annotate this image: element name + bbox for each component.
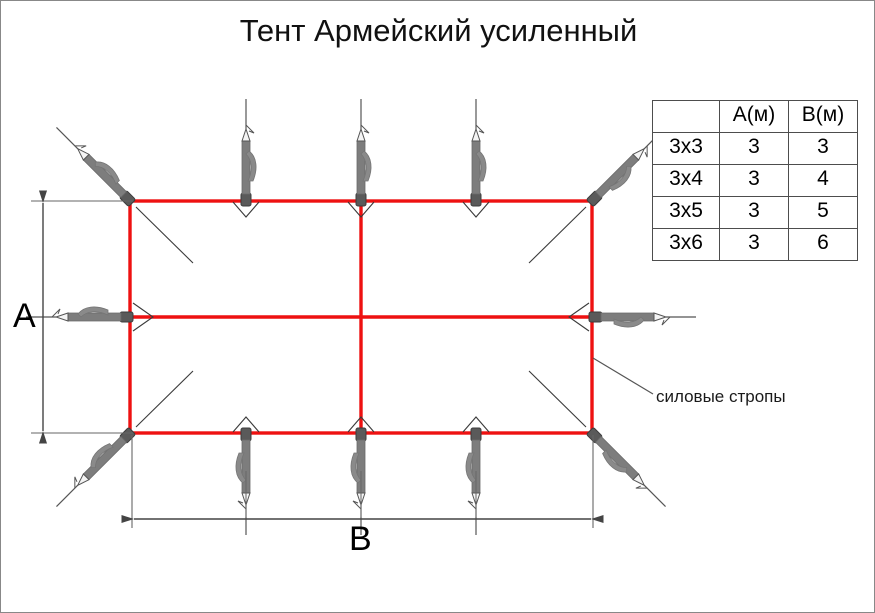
cell-b: 6: [788, 228, 858, 261]
table-header-size: [652, 100, 720, 133]
page-title: Тент Армейский усиленный: [239, 13, 638, 48]
table-row: 3x6 3 6: [652, 228, 858, 261]
cell-size: 3x4: [652, 164, 720, 197]
tarp-size-table: A(м) B(м) 3x3 3 3 3x4 3 4 3x5 3 5 3x6: [652, 100, 858, 261]
dimension-b-label: B: [349, 520, 372, 558]
cell-size: 3x3: [652, 132, 720, 165]
strap-callout-label: силовые стропы: [656, 387, 786, 406]
mid-edge-reinforcements: [132, 302, 590, 332]
strap-corner-bottom-left: [48, 423, 137, 511]
dimension-a-label: A: [13, 297, 36, 335]
table-header-b: B(м): [788, 100, 858, 133]
strap-top-2: [355, 98, 372, 207]
dimension-a: [31, 190, 133, 444]
cell-size: 3x5: [652, 196, 720, 229]
strap-top-3: [470, 98, 487, 207]
cell-a: 3: [719, 196, 789, 229]
table-row: 3x4 3 4: [652, 164, 858, 197]
cell-b: 5: [788, 196, 858, 229]
strap-callout-leader: [592, 357, 654, 395]
table-row: 3x5 3 5: [652, 196, 858, 229]
cell-a: 3: [719, 228, 789, 261]
strap-mid-right: [588, 311, 697, 328]
table-header-a: A(м): [719, 100, 789, 133]
corner-reinforcements: [135, 206, 587, 428]
table-row: 3x3 3 3: [652, 132, 858, 165]
strap-mid-left: [25, 306, 134, 323]
strap-top-1: [240, 98, 257, 207]
cell-a: 3: [719, 132, 789, 165]
strap-corner-top-left: [52, 119, 140, 208]
tarp-outline: [128, 199, 594, 435]
cell-a: 3: [719, 164, 789, 197]
table-header-row: A(м) B(м): [652, 100, 858, 133]
cell-size: 3x6: [652, 228, 720, 261]
dimension-b: [121, 435, 604, 528]
cell-b: 4: [788, 164, 858, 197]
cell-b: 3: [788, 132, 858, 165]
strap-corner-bottom-right: [582, 426, 670, 515]
